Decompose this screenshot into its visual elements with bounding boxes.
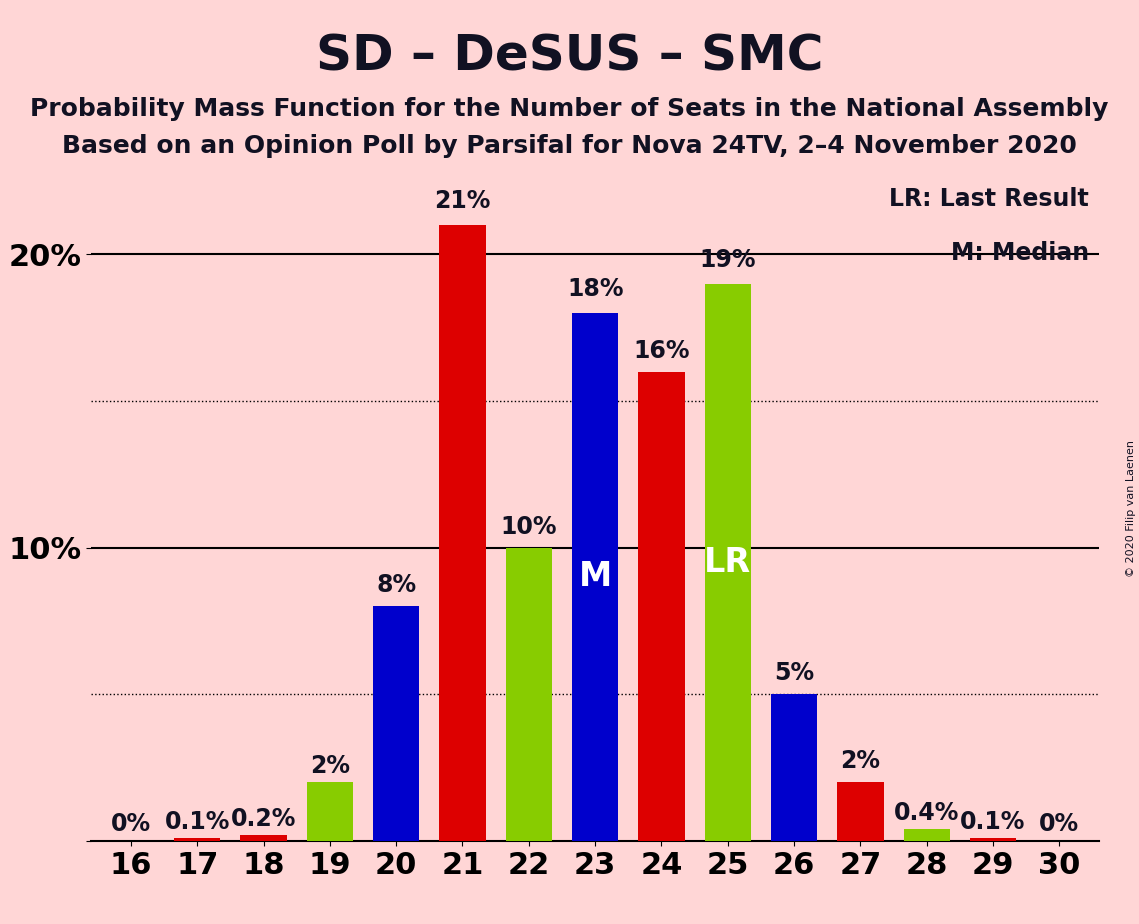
Text: 21%: 21% [434,189,491,213]
Text: 0.1%: 0.1% [164,809,230,833]
Text: 0.2%: 0.2% [231,807,296,831]
Text: 19%: 19% [699,248,756,272]
Bar [705,284,751,841]
Bar [572,313,618,841]
Bar [638,371,685,841]
Text: M: Median: M: Median [951,240,1089,264]
Text: 0%: 0% [1039,812,1080,836]
Bar [174,838,221,841]
Text: M: M [579,560,612,593]
Text: Based on an Opinion Poll by Parsifal for Nova 24TV, 2–4 November 2020: Based on an Opinion Poll by Parsifal for… [62,134,1077,158]
Bar [771,694,818,841]
Text: LR: LR [704,546,752,578]
Bar [306,783,353,841]
Text: 10%: 10% [500,515,557,539]
Text: 0.4%: 0.4% [894,801,959,825]
Text: 5%: 5% [775,662,814,686]
Text: 16%: 16% [633,339,690,363]
Text: LR: Last Result: LR: Last Result [890,187,1089,211]
Bar [506,548,552,841]
Text: © 2020 Filip van Laenen: © 2020 Filip van Laenen [1125,440,1136,577]
Bar [837,783,884,841]
Bar [969,838,1016,841]
Text: 2%: 2% [310,754,350,778]
Bar [903,829,950,841]
Bar [372,606,419,841]
Text: SD – DeSUS – SMC: SD – DeSUS – SMC [316,32,823,80]
Text: 18%: 18% [567,277,623,301]
Text: 2%: 2% [841,749,880,773]
Bar [240,835,287,841]
Text: 8%: 8% [376,574,416,598]
Text: Probability Mass Function for the Number of Seats in the National Assembly: Probability Mass Function for the Number… [31,97,1108,121]
Text: 0.1%: 0.1% [960,809,1026,833]
Bar [440,225,485,841]
Text: 0%: 0% [110,812,151,836]
